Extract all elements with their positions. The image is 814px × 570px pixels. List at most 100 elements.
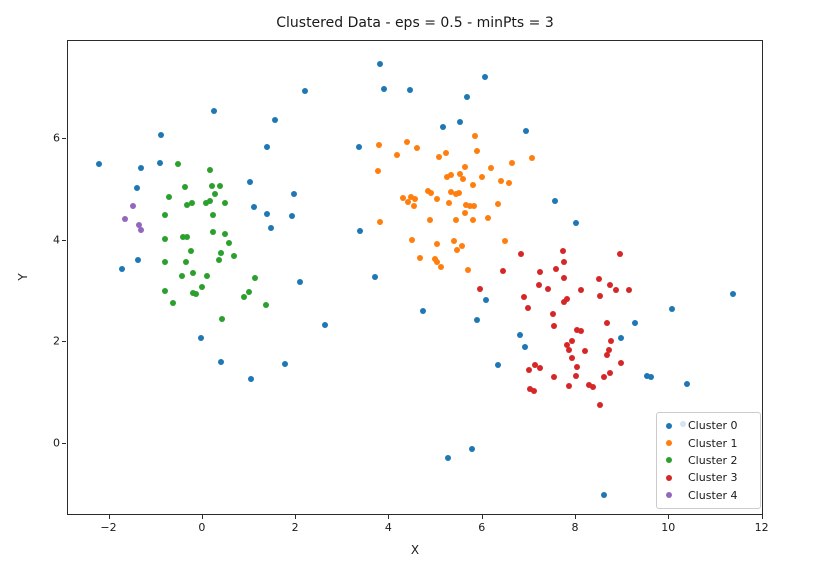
data-point-cluster-0: [729, 290, 736, 297]
legend-label: Cluster 3: [688, 471, 738, 485]
x-tick-mark: [201, 515, 203, 519]
data-point-cluster-2: [190, 289, 197, 296]
data-point-cluster-3: [536, 269, 543, 276]
data-point-cluster-1: [443, 174, 450, 180]
data-point-cluster-3: [600, 373, 607, 380]
data-point-cluster-4: [135, 221, 142, 228]
chart-title: Clustered Data - eps = 0.5 - minPts = 3: [276, 15, 554, 31]
data-point-cluster-0: [263, 143, 270, 150]
data-point-cluster-0: [376, 61, 383, 68]
data-point-cluster-2: [182, 184, 189, 191]
data-point-cluster-2: [183, 234, 190, 241]
data-point-cluster-3: [499, 267, 506, 274]
data-point-cluster-0: [444, 454, 451, 461]
data-point-cluster-0: [440, 123, 447, 130]
data-point-cluster-0: [247, 376, 254, 383]
data-point-cluster-1: [450, 238, 457, 245]
data-point-cluster-1: [414, 145, 421, 152]
data-point-cluster-0: [648, 373, 655, 380]
y-tick-label: 6: [53, 131, 60, 145]
data-point-cluster-3: [566, 382, 573, 389]
data-point-cluster-1: [434, 196, 441, 203]
data-point-cluster-0: [218, 358, 224, 365]
data-point-cluster-0: [281, 361, 288, 368]
data-point-cluster-2: [179, 272, 186, 279]
data-point-cluster-1: [393, 151, 400, 158]
data-point-cluster-3: [527, 386, 534, 393]
data-point-cluster-1: [438, 263, 445, 270]
data-point-cluster-1: [400, 194, 407, 201]
data-point-cluster-0: [419, 308, 426, 315]
data-point-cluster-2: [184, 202, 191, 209]
data-point-cluster-0: [552, 197, 558, 204]
data-point-cluster-3: [520, 293, 527, 300]
data-point-cluster-3: [551, 322, 558, 329]
data-point-cluster-2: [221, 200, 228, 207]
data-point-cluster-3: [569, 337, 576, 344]
data-point-cluster-0: [668, 306, 675, 313]
data-point-cluster-3: [550, 310, 557, 317]
data-point-cluster-2: [165, 193, 172, 200]
data-point-cluster-0: [290, 191, 297, 198]
data-point-cluster-0: [572, 220, 579, 227]
data-point-cluster-0: [119, 266, 126, 273]
data-point-cluster-1: [462, 210, 469, 217]
data-point-cluster-1: [528, 154, 535, 161]
data-point-cluster-2: [215, 257, 222, 264]
data-point-cluster-3: [606, 282, 613, 289]
data-point-cluster-4: [138, 226, 145, 233]
data-point-cluster-3: [585, 382, 592, 389]
data-point-cluster-3: [606, 346, 613, 353]
data-point-cluster-3: [612, 287, 619, 294]
data-point-cluster-0: [380, 86, 387, 93]
legend-item-cluster-3: Cluster 3: [657, 469, 760, 486]
y-axis-label: Y: [16, 273, 30, 281]
data-point-cluster-1: [432, 256, 439, 263]
data-point-cluster-3: [524, 304, 531, 311]
x-tick-mark: [388, 515, 390, 519]
legend-label: Cluster 2: [688, 453, 738, 467]
data-point-cluster-2: [188, 199, 195, 206]
data-point-cluster-0: [468, 446, 475, 452]
data-point-cluster-1: [473, 147, 480, 154]
data-point-cluster-2: [246, 288, 253, 295]
data-point-cluster-0: [134, 257, 141, 264]
data-point-cluster-2: [190, 270, 197, 277]
data-point-cluster-3: [606, 370, 613, 377]
data-point-cluster-3: [573, 326, 580, 333]
data-point-cluster-1: [447, 172, 454, 179]
data-point-cluster-2: [219, 316, 226, 323]
legend: Cluster 0 Cluster 1 Cluster 2 Cluster 3 Clus…: [656, 412, 761, 509]
data-point-cluster-3: [518, 251, 525, 258]
data-point-cluster-2: [193, 290, 200, 297]
data-point-cluster-1: [409, 236, 416, 243]
data-point-cluster-3: [525, 366, 532, 373]
data-point-cluster-0: [250, 204, 257, 211]
data-point-cluster-0: [618, 334, 625, 341]
data-point-cluster-0: [157, 160, 164, 167]
data-point-cluster-1: [433, 259, 440, 266]
data-point-cluster-1: [433, 240, 440, 247]
data-point-cluster-0: [631, 320, 638, 327]
data-point-cluster-1: [424, 188, 431, 195]
data-point-cluster-1: [375, 141, 382, 148]
data-point-cluster-2: [187, 248, 194, 255]
legend-marker-icon: [666, 474, 672, 481]
data-point-cluster-1: [501, 238, 508, 245]
data-point-cluster-1: [442, 150, 449, 157]
data-point-cluster-1: [427, 217, 434, 224]
x-tick-label: 6: [478, 521, 486, 534]
data-point-cluster-2: [212, 190, 219, 197]
data-point-cluster-0: [267, 225, 274, 232]
data-point-cluster-0: [288, 212, 295, 219]
data-point-cluster-3: [625, 286, 632, 293]
data-point-cluster-1: [459, 176, 466, 183]
data-point-cluster-0: [272, 116, 279, 123]
data-point-cluster-2: [183, 258, 190, 265]
data-point-cluster-3: [603, 352, 610, 359]
data-point-cluster-3: [544, 285, 551, 292]
data-point-cluster-1: [404, 199, 411, 206]
data-point-cluster-3: [537, 365, 544, 372]
data-point-cluster-4: [122, 216, 129, 223]
x-tick-mark: [295, 515, 297, 519]
